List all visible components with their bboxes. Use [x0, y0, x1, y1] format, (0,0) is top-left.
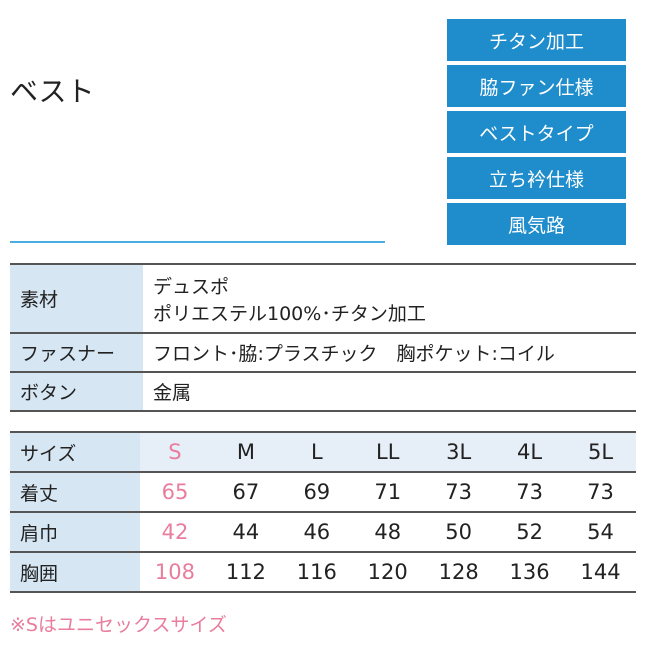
size-note: ※Sはユニセックスサイズ	[10, 614, 227, 636]
size-col: 4L	[517, 440, 543, 464]
feature-badge: 立ち衿仕様	[447, 157, 626, 199]
size-col: L	[310, 440, 323, 464]
title-divider	[10, 241, 385, 243]
cell: 42	[161, 520, 189, 544]
cell: 67	[232, 480, 260, 504]
row-label: 胸囲	[10, 552, 140, 592]
spec-table: 素材 デュスポポリエステル100%･チタン加工 ファスナー フロント･脇:プラス…	[10, 263, 636, 412]
spec-row-fastener: ファスナー フロント･脇:プラスチック 胸ポケット:コイル	[10, 333, 636, 372]
size-table: サイズ S M L LL 3L 4L 5L 着丈 65 67 69 71 73 …	[10, 431, 636, 593]
size-col: 3L	[446, 440, 472, 464]
cell: 73	[587, 480, 614, 504]
size-col: M	[236, 440, 255, 464]
cell: 71	[374, 480, 402, 504]
page-title: ベスト	[10, 75, 95, 108]
spec-row-material: 素材 デュスポポリエステル100%･チタン加工	[10, 264, 636, 333]
cell: 108	[154, 560, 195, 584]
cell: 120	[367, 560, 408, 584]
cell: 44	[232, 520, 260, 544]
cell: 73	[445, 480, 473, 504]
size-header-row: サイズ S M L LL 3L 4L 5L	[10, 432, 636, 472]
cell: 128	[438, 560, 479, 584]
size-col: LL	[376, 440, 400, 464]
size-col: 5L	[587, 440, 614, 464]
spec-label: 素材	[10, 264, 143, 333]
row-label: 肩巾	[10, 512, 140, 552]
cell: 69	[303, 480, 331, 504]
spec-label: ボタン	[10, 372, 143, 411]
spec-value: 金属	[153, 382, 192, 404]
feature-badge: ベストタイプ	[447, 111, 626, 153]
cell: 48	[374, 520, 402, 544]
cell: 46	[303, 520, 331, 544]
cell: 54	[587, 520, 614, 544]
feature-badges: チタン加工 脇ファン仕様 ベストタイプ 立ち衿仕様 風気路	[447, 19, 626, 249]
cell: 52	[516, 520, 543, 544]
spec-value: デュスポ	[153, 275, 230, 298]
spec-label: ファスナー	[10, 333, 143, 372]
size-row-chest: 胸囲 108 112 116 120 128 136 144	[10, 552, 636, 592]
spec-value: ポリエステル100%･チタン加工	[153, 302, 426, 325]
spec-value: フロント･脇:プラスチック 胸ポケット:コイル	[153, 343, 555, 365]
cell: 50	[445, 520, 473, 544]
cell: 65	[161, 480, 189, 504]
size-row-shoulder: 肩巾 42 44 46 48 50 52 54	[10, 512, 636, 552]
size-col: S	[168, 440, 182, 464]
feature-badge: 脇ファン仕様	[447, 65, 626, 107]
feature-badge: 風気路	[447, 203, 626, 245]
cell: 136	[509, 560, 550, 584]
row-label: 着丈	[10, 472, 140, 512]
size-header-label: サイズ	[10, 432, 140, 472]
cell: 144	[580, 560, 621, 584]
cell: 116	[296, 560, 337, 584]
feature-badge: チタン加工	[447, 19, 626, 61]
spec-row-button: ボタン 金属	[10, 372, 636, 411]
size-row-length: 着丈 65 67 69 71 73 73 73	[10, 472, 636, 512]
cell: 112	[225, 560, 266, 584]
cell: 73	[516, 480, 543, 504]
